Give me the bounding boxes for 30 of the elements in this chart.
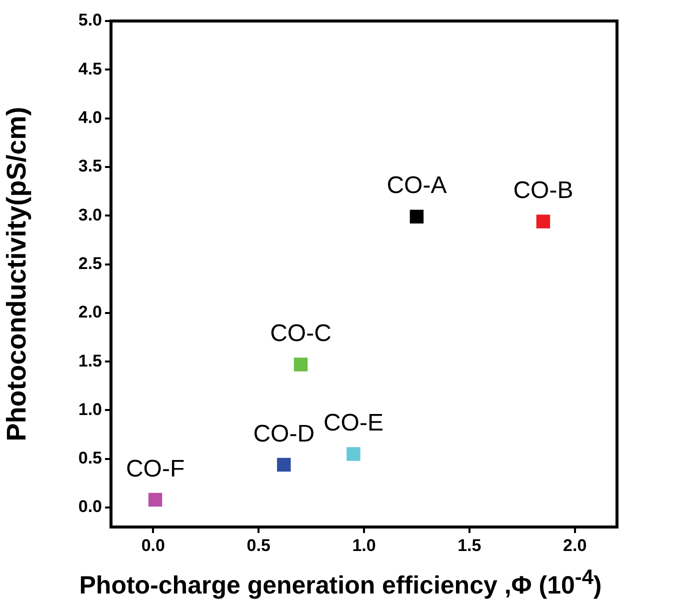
x-tick-label: 1.5: [458, 536, 482, 555]
x-axis-title: Photo-charge generation efficiency ,Φ (10$^{-4}$): [78, 566, 603, 600]
x-tick-label: 2.0: [563, 536, 587, 555]
series-label: CO-B: [513, 177, 574, 204]
series-label: CO-E: [323, 410, 384, 437]
y-tick-label: 5.0: [78, 10, 102, 30]
y-tick-label: 0.5: [78, 448, 102, 468]
x-tick-label: 1.0: [352, 536, 376, 555]
series-label: CO-F: [126, 455, 185, 482]
point: [294, 358, 308, 372]
y-tick-label: 2.5: [78, 254, 102, 273]
y-tick-label: 4.5: [78, 59, 102, 78]
point: [410, 210, 424, 224]
x-tick-label: 0.0: [141, 536, 165, 555]
series-label: CO-A: [386, 172, 447, 200]
point: [148, 492, 162, 507]
y-axis-title: Photoconductivity(pS/cm): [2, 106, 32, 442]
point: [346, 447, 360, 461]
y-tick-label: 0.0: [78, 497, 102, 516]
point: [536, 214, 550, 228]
y-tick-label: 1.0: [78, 400, 102, 419]
x-tick-label: 0.5: [246, 536, 270, 555]
y-tick-label: 1.5: [78, 351, 102, 370]
series-label: CO-D: [253, 420, 315, 448]
y-tick-label: 3.0: [78, 205, 102, 224]
y-tick-label: 4.0: [78, 108, 102, 127]
series-label: CO-C: [270, 320, 332, 348]
point: [277, 458, 291, 472]
y-tick-label: 2.0: [78, 302, 102, 322]
y-tick-label: 3.5: [78, 156, 102, 176]
